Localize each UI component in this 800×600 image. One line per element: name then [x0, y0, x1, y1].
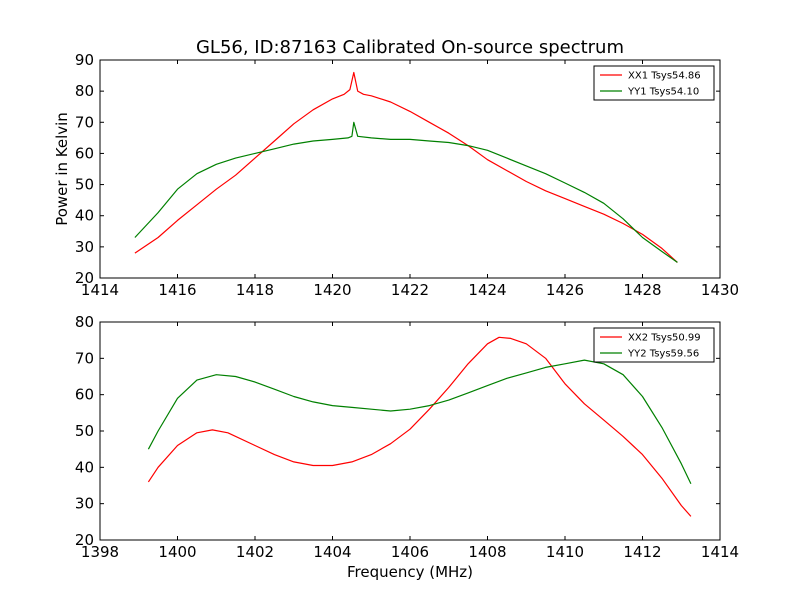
bottom-y-tick-label: 40	[75, 458, 94, 476]
top-y-tick-label: 30	[75, 238, 94, 256]
bottom-x-axis-label: Frequency (MHz)	[347, 563, 473, 581]
top-x-tick-label: 1424	[468, 281, 506, 299]
bottom-x-tick-label: 1412	[623, 543, 661, 561]
bottom-series-line-yy2	[147, 359, 692, 484]
top-x-tick-label: 1428	[623, 281, 661, 299]
bottom-x-tick-label: 1408	[468, 543, 506, 561]
top-y-tick-label: 40	[75, 207, 94, 225]
top-x-tick-label: 1418	[236, 281, 274, 299]
bottom-x-tick-label: 1402	[236, 543, 274, 561]
top-y-tick-label: 20	[75, 269, 94, 287]
bottom-x-tick-label: 1414	[701, 543, 739, 561]
top-y-tick-label: 50	[75, 176, 94, 194]
bottom-y-tick-label: 30	[75, 495, 94, 513]
bottom-y-tick-label: 80	[75, 313, 94, 331]
top-y-tick-label: 80	[75, 82, 94, 100]
top-x-tick-label: 1430	[701, 281, 739, 299]
top-panel: 1414 1416 1418 1420 1422 1424 1426 1428 1430 20 30…	[75, 51, 739, 299]
top-series-line-xx1	[134, 71, 678, 263]
top-x-tick-label: 1414	[81, 281, 119, 299]
top-x-tick-label: 1416	[158, 281, 196, 299]
top-legend: XX1 Tsys54.86 YY1 Tsys54.10	[593, 65, 715, 101]
bottom-legend: XX2 Tsys50.99 YY2 Tsys59.56	[593, 327, 715, 363]
top-y-tick-label: 90	[75, 51, 94, 69]
bottom-y-tick-label: 50	[75, 422, 94, 440]
top-series-line-yy1	[134, 121, 678, 263]
bottom-legend-box	[593, 327, 715, 363]
bottom-y-tick-label: 70	[75, 349, 94, 367]
bottom-series-line-xx2	[147, 336, 692, 517]
bottom-y-tick-label: 20	[75, 531, 94, 549]
bottom-x-tick-label: 1410	[546, 543, 584, 561]
top-y-axis-label: Power in Kelvin	[53, 112, 71, 226]
bottom-x-tick-label: 1406	[391, 543, 429, 561]
bottom-x-tick-label: 1404	[313, 543, 351, 561]
top-y-tick-label: 60	[75, 144, 94, 162]
bottom-legend-entry: XX2 Tsys50.99	[628, 333, 701, 344]
bottom-legend-entry: YY2 Tsys59.56	[627, 349, 699, 360]
bottom-panel: 1398 1400 1402 1404 1406 1408 1410 1412 1414 20 30…	[75, 313, 739, 561]
top-legend-entry: YY1 Tsys54.10	[627, 87, 699, 98]
top-x-tick-label: 1420	[313, 281, 351, 299]
bottom-y-tick-label: 60	[75, 386, 94, 404]
top-x-tick-label: 1426	[546, 281, 584, 299]
top-y-tick-label: 70	[75, 113, 94, 131]
top-x-tick-label: 1422	[391, 281, 429, 299]
bottom-x-tick-label: 1398	[81, 543, 119, 561]
top-legend-entry: XX1 Tsys54.86	[628, 71, 701, 82]
chart-title: GL56, ID:87163 Calibrated On-source spec…	[196, 37, 624, 58]
top-legend-box	[593, 65, 715, 101]
bottom-x-tick-label: 1400	[158, 543, 196, 561]
